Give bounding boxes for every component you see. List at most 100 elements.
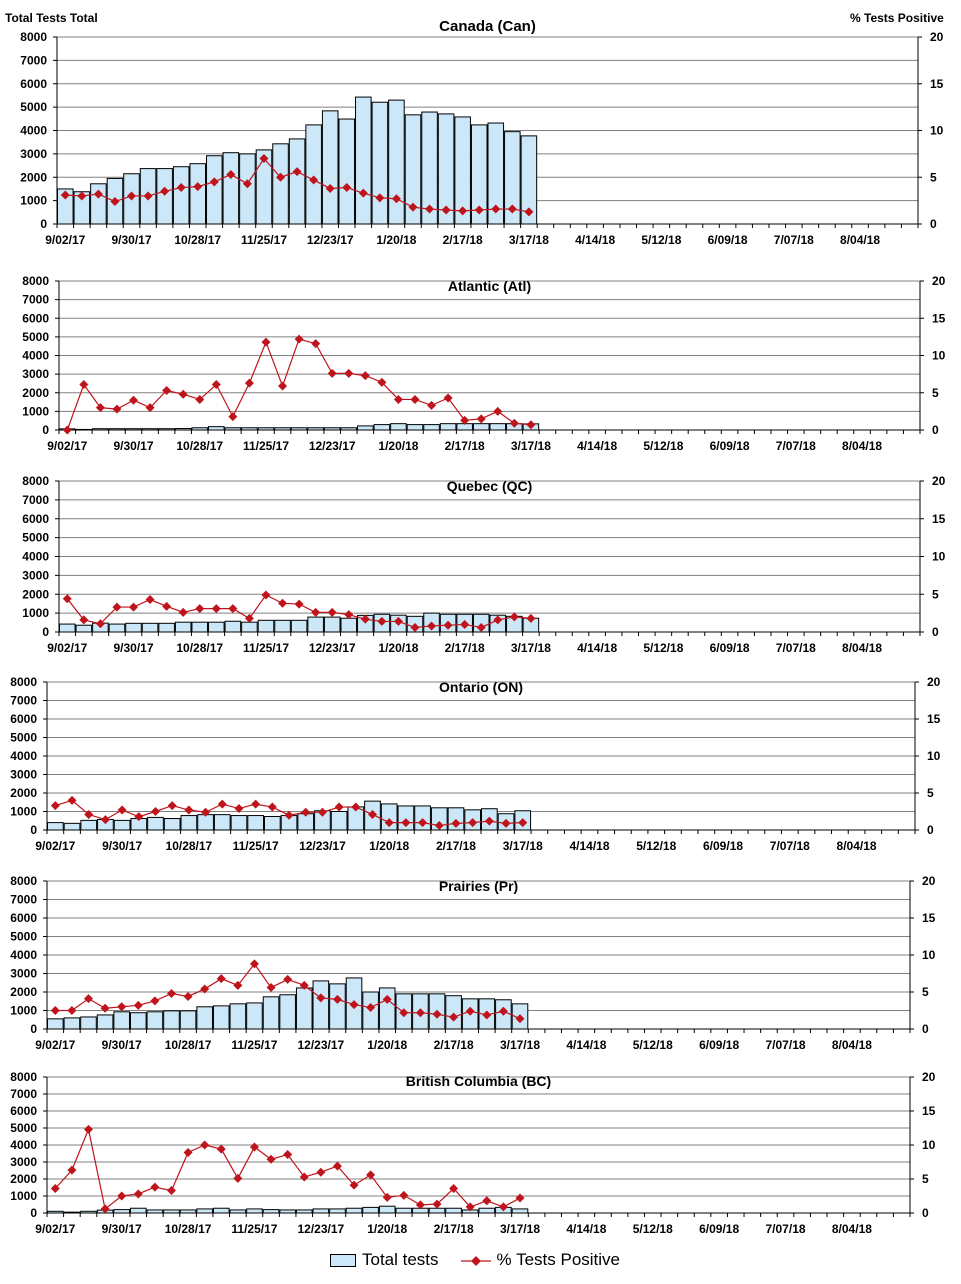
marker-pct-positive bbox=[515, 1014, 525, 1024]
x-tick-label: 1/20/18 bbox=[378, 439, 418, 453]
marker-pct-positive bbox=[112, 602, 122, 612]
x-tick-label: 5/12/18 bbox=[633, 1038, 673, 1052]
marker-pct-positive bbox=[410, 622, 420, 632]
marker-pct-positive bbox=[266, 983, 276, 993]
y-left-tick-label: 3000 bbox=[20, 147, 47, 161]
y-right-tick-label: 15 bbox=[922, 911, 936, 925]
x-tick-label: 2/17/18 bbox=[445, 641, 485, 655]
marker-pct-positive bbox=[251, 799, 261, 809]
marker-pct-positive bbox=[349, 1180, 359, 1190]
bar-total-tests bbox=[472, 423, 490, 431]
x-tick-label: 10/28/17 bbox=[176, 641, 223, 655]
x-tick-label: 4/14/18 bbox=[577, 641, 617, 655]
y-right-tick-label: 5 bbox=[932, 386, 939, 400]
marker-pct-positive bbox=[211, 604, 221, 614]
marker-pct-positive bbox=[476, 414, 486, 424]
bar-total-tests bbox=[288, 138, 306, 225]
y-right-tick-label: 15 bbox=[927, 712, 941, 726]
panel-0: 0 1000 2000 3000 4000 5000 6000 7000 8000 0 5 10 15 2… bbox=[20, 18, 943, 247]
marker-pct-positive bbox=[299, 980, 309, 990]
x-tick-label: 6/09/18 bbox=[710, 439, 750, 453]
bar-total-tests bbox=[355, 96, 372, 225]
bar-total-tests bbox=[406, 424, 424, 431]
bar-total-tests bbox=[423, 424, 440, 431]
bar-total-tests bbox=[262, 996, 280, 1030]
marker-pct-positive bbox=[526, 613, 536, 623]
marker-pct-positive bbox=[342, 183, 352, 193]
bar-total-tests bbox=[257, 619, 275, 633]
y-left-tick-label: 2000 bbox=[10, 985, 37, 999]
x-tick-label: 8/04/18 bbox=[832, 1038, 872, 1052]
y-left-tick-label: 6000 bbox=[10, 712, 37, 726]
marker-pct-positive bbox=[311, 339, 321, 349]
y-left-tick-label: 0 bbox=[42, 625, 49, 639]
y-left-tick-label: 6000 bbox=[10, 1104, 37, 1118]
marker-pct-positive bbox=[327, 607, 337, 617]
marker-pct-positive bbox=[259, 154, 269, 164]
marker-pct-positive bbox=[244, 378, 254, 388]
y-left-tick-label: 3000 bbox=[22, 568, 49, 582]
marker-pct-positive bbox=[316, 993, 326, 1003]
bar-total-tests bbox=[511, 1208, 529, 1214]
marker-pct-positive bbox=[249, 1142, 259, 1152]
x-tick-label: 12/23/17 bbox=[309, 641, 356, 655]
x-tick-label: 12/23/17 bbox=[299, 839, 346, 853]
x-tick-label: 10/28/17 bbox=[176, 439, 223, 453]
bar-total-tests bbox=[213, 814, 231, 831]
bar-total-tests bbox=[208, 426, 225, 431]
bar-total-tests bbox=[59, 623, 76, 633]
marker-pct-positive bbox=[334, 802, 344, 812]
marker-pct-positive bbox=[368, 809, 377, 819]
marker-pct-positive bbox=[145, 403, 155, 413]
x-tick-label: 9/02/17 bbox=[35, 1222, 75, 1236]
y-left-tick-label: 3000 bbox=[10, 768, 37, 782]
marker-pct-positive bbox=[460, 619, 470, 629]
y-right-tick-label: 10 bbox=[932, 349, 946, 363]
marker-pct-positive bbox=[460, 415, 470, 425]
bar-total-tests bbox=[439, 423, 457, 431]
y-left-tick-label: 2000 bbox=[10, 786, 37, 800]
marker-pct-positive bbox=[358, 188, 368, 198]
x-tick-label: 7/07/18 bbox=[766, 1222, 806, 1236]
marker-pct-positive bbox=[292, 167, 302, 177]
y-left-tick-label: 4000 bbox=[22, 550, 49, 564]
bar-total-tests bbox=[262, 1209, 280, 1214]
panel-title: Quebec (QC) bbox=[447, 478, 533, 494]
y-left-tick-label: 0 bbox=[30, 1206, 37, 1220]
marker-pct-positive bbox=[79, 615, 89, 625]
marker-pct-positive bbox=[382, 1192, 392, 1202]
marker-pct-positive bbox=[77, 191, 87, 201]
legend-line-swatch bbox=[460, 1253, 491, 1267]
bar-total-tests bbox=[63, 1017, 81, 1030]
marker-pct-positive bbox=[67, 1006, 77, 1015]
y-right-tick-label: 0 bbox=[927, 823, 934, 837]
marker-pct-positive bbox=[316, 1167, 326, 1177]
y-right-tick-label: 10 bbox=[922, 948, 936, 962]
marker-pct-positive bbox=[432, 1009, 442, 1019]
y-right-tick-label: 0 bbox=[932, 423, 939, 437]
bar-total-tests bbox=[96, 1014, 114, 1030]
x-tick-label: 4/14/18 bbox=[566, 1222, 606, 1236]
marker-pct-positive bbox=[465, 1006, 475, 1016]
y-left-tick-label: 8000 bbox=[20, 30, 47, 44]
y-left-tick-label: 6000 bbox=[22, 512, 49, 526]
bar-total-tests bbox=[395, 1207, 413, 1214]
x-tick-label: 8/04/18 bbox=[842, 641, 882, 655]
x-tick-label: 12/23/17 bbox=[309, 439, 356, 453]
marker-pct-positive bbox=[50, 1184, 60, 1194]
x-tick-label: 11/25/17 bbox=[241, 233, 287, 247]
y-right-tick-label: 20 bbox=[932, 474, 946, 488]
marker-pct-positive bbox=[449, 1184, 459, 1194]
bar-total-tests bbox=[371, 101, 389, 225]
marker-pct-positive bbox=[228, 412, 238, 422]
marker-pct-positive bbox=[425, 204, 435, 214]
bar-total-tests bbox=[158, 622, 175, 633]
marker-pct-positive bbox=[476, 622, 486, 632]
y-right-tick-label: 10 bbox=[932, 550, 946, 564]
y-right-tick-label: 5 bbox=[922, 1172, 929, 1186]
x-tick-label: 8/04/18 bbox=[837, 839, 877, 853]
bar-total-tests bbox=[279, 994, 296, 1030]
marker-pct-positive bbox=[384, 818, 394, 828]
marker-pct-positive bbox=[83, 1124, 93, 1134]
